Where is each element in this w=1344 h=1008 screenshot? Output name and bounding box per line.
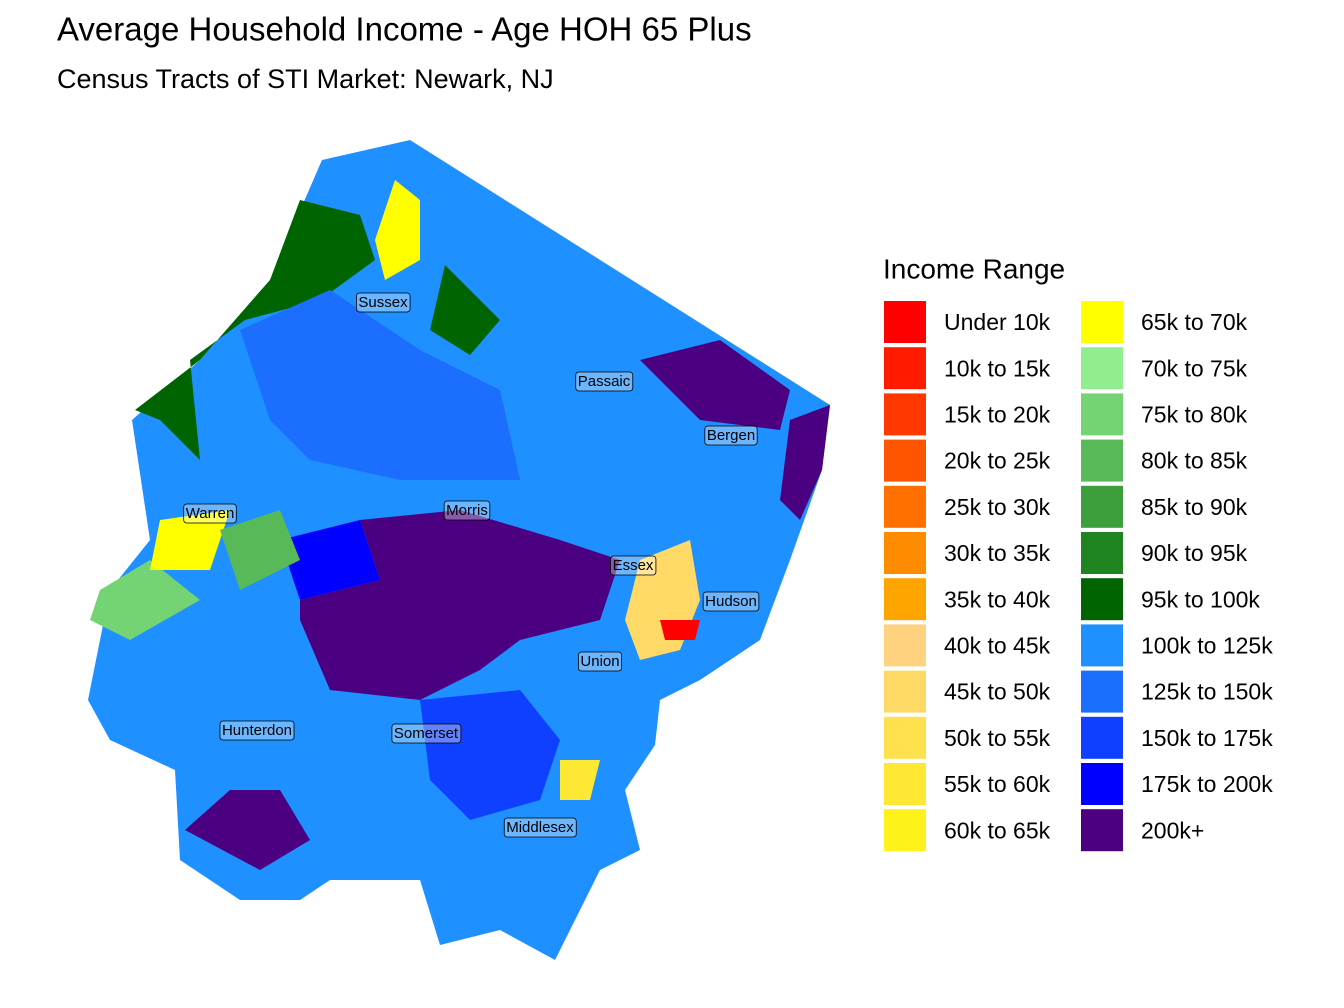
legend-swatch <box>884 301 926 343</box>
region-patch <box>640 340 790 430</box>
legend-label: 75k to 80k <box>1141 401 1248 427</box>
legend-label: 150k to 175k <box>1141 725 1273 751</box>
title: Average Household Income - Age HOH 65 Pl… <box>57 11 752 48</box>
county-label: Hunterdon <box>222 722 292 739</box>
legend-label: 65k to 70k <box>1141 309 1248 335</box>
county-label-box <box>219 720 295 741</box>
region-patch <box>660 620 700 640</box>
legend-label: 80k to 85k <box>1141 448 1248 474</box>
county-label: Union <box>580 653 619 670</box>
region-patch <box>135 200 375 460</box>
county-label-box <box>704 425 758 446</box>
county-label: Essex <box>613 557 654 574</box>
legend-title: Income Range <box>883 253 1065 284</box>
legend: Under 10k 10k to 15k 15k to 20k 20k to 25k 2… <box>884 301 1273 852</box>
county-label: Warren <box>186 505 235 522</box>
legend-label: 15k to 20k <box>944 401 1051 427</box>
legend-label: 40k to 45k <box>944 632 1051 658</box>
legend-label: 50k to 55k <box>944 725 1051 751</box>
legend-swatch <box>1081 532 1123 574</box>
legend-swatch <box>884 670 926 713</box>
map <box>88 140 830 960</box>
county-label-box <box>443 500 491 521</box>
legend-swatch <box>884 347 926 390</box>
county-label-box <box>391 723 462 744</box>
legend-label: 35k to 40k <box>944 586 1051 612</box>
region-patch <box>375 180 420 280</box>
region-patch <box>280 520 380 600</box>
county-labels: Sussex Passaic Bergen Warren Morris Essex Huds… <box>183 292 760 838</box>
legend-label: 100k to 125k <box>1141 632 1273 658</box>
legend-swatch <box>1081 809 1123 852</box>
legend-swatch <box>884 624 926 667</box>
legend-label: 45k to 50k <box>944 679 1051 705</box>
county-label-box <box>702 591 760 612</box>
county-label: Morris <box>446 502 488 519</box>
legend-swatch <box>1081 393 1123 436</box>
county-label-box <box>183 503 237 524</box>
legend-label: 60k to 65k <box>944 817 1051 843</box>
legend-label: 55k to 60k <box>944 771 1051 797</box>
region-patch <box>220 510 300 590</box>
county-label-box <box>577 651 623 672</box>
region-patch <box>780 405 830 520</box>
legend-label: 25k to 30k <box>944 494 1051 520</box>
legend-swatch <box>884 532 926 574</box>
legend-swatch <box>884 578 926 621</box>
legend-label: 90k to 95k <box>1141 540 1248 566</box>
county-label: Sussex <box>358 294 408 311</box>
legend-swatch <box>884 809 926 852</box>
county-label-box <box>610 555 657 576</box>
legend-swatch <box>1081 763 1123 805</box>
county-label: Middlesex <box>506 819 574 836</box>
county-label: Passaic <box>578 373 631 390</box>
subtitle: Census Tracts of STI Market: Newark, NJ <box>57 64 554 94</box>
county-label-box <box>355 292 411 313</box>
legend-label: 95k to 100k <box>1141 586 1260 612</box>
legend-swatch <box>884 763 926 805</box>
legend-label: 200k+ <box>1141 817 1204 843</box>
region-patch <box>240 290 520 480</box>
legend-label: 125k to 150k <box>1141 679 1273 705</box>
county-label: Hudson <box>705 593 757 610</box>
region-patch <box>90 560 200 640</box>
legend-label: 10k to 15k <box>944 355 1051 381</box>
legend-swatch <box>884 393 926 436</box>
legend-swatch <box>884 439 926 482</box>
legend-swatch <box>1081 301 1123 343</box>
legend-swatch <box>1081 485 1123 528</box>
legend-swatch <box>884 485 926 528</box>
region-patch <box>300 510 620 700</box>
legend-swatch <box>1081 670 1123 713</box>
county-label-box <box>503 817 577 838</box>
legend-swatch <box>884 716 926 759</box>
region-patch <box>420 690 560 820</box>
county-label: Bergen <box>707 427 755 444</box>
region-patch <box>150 510 230 570</box>
legend-swatch <box>1081 716 1123 759</box>
region-patch <box>185 790 310 870</box>
legend-label: 20k to 25k <box>944 448 1051 474</box>
legend-swatch <box>1081 439 1123 482</box>
county-label-box <box>575 371 634 392</box>
region-patch <box>430 265 500 355</box>
legend-swatch <box>1081 347 1123 390</box>
county-label: Somerset <box>394 725 459 742</box>
legend-label: 85k to 90k <box>1141 494 1248 520</box>
legend-label: Under 10k <box>944 309 1051 335</box>
legend-swatch <box>1081 624 1123 667</box>
region-patch <box>560 760 600 800</box>
legend-swatch <box>1081 578 1123 621</box>
legend-label: 70k to 75k <box>1141 355 1248 381</box>
legend-label: 175k to 200k <box>1141 771 1273 797</box>
legend-label: 30k to 35k <box>944 540 1051 566</box>
